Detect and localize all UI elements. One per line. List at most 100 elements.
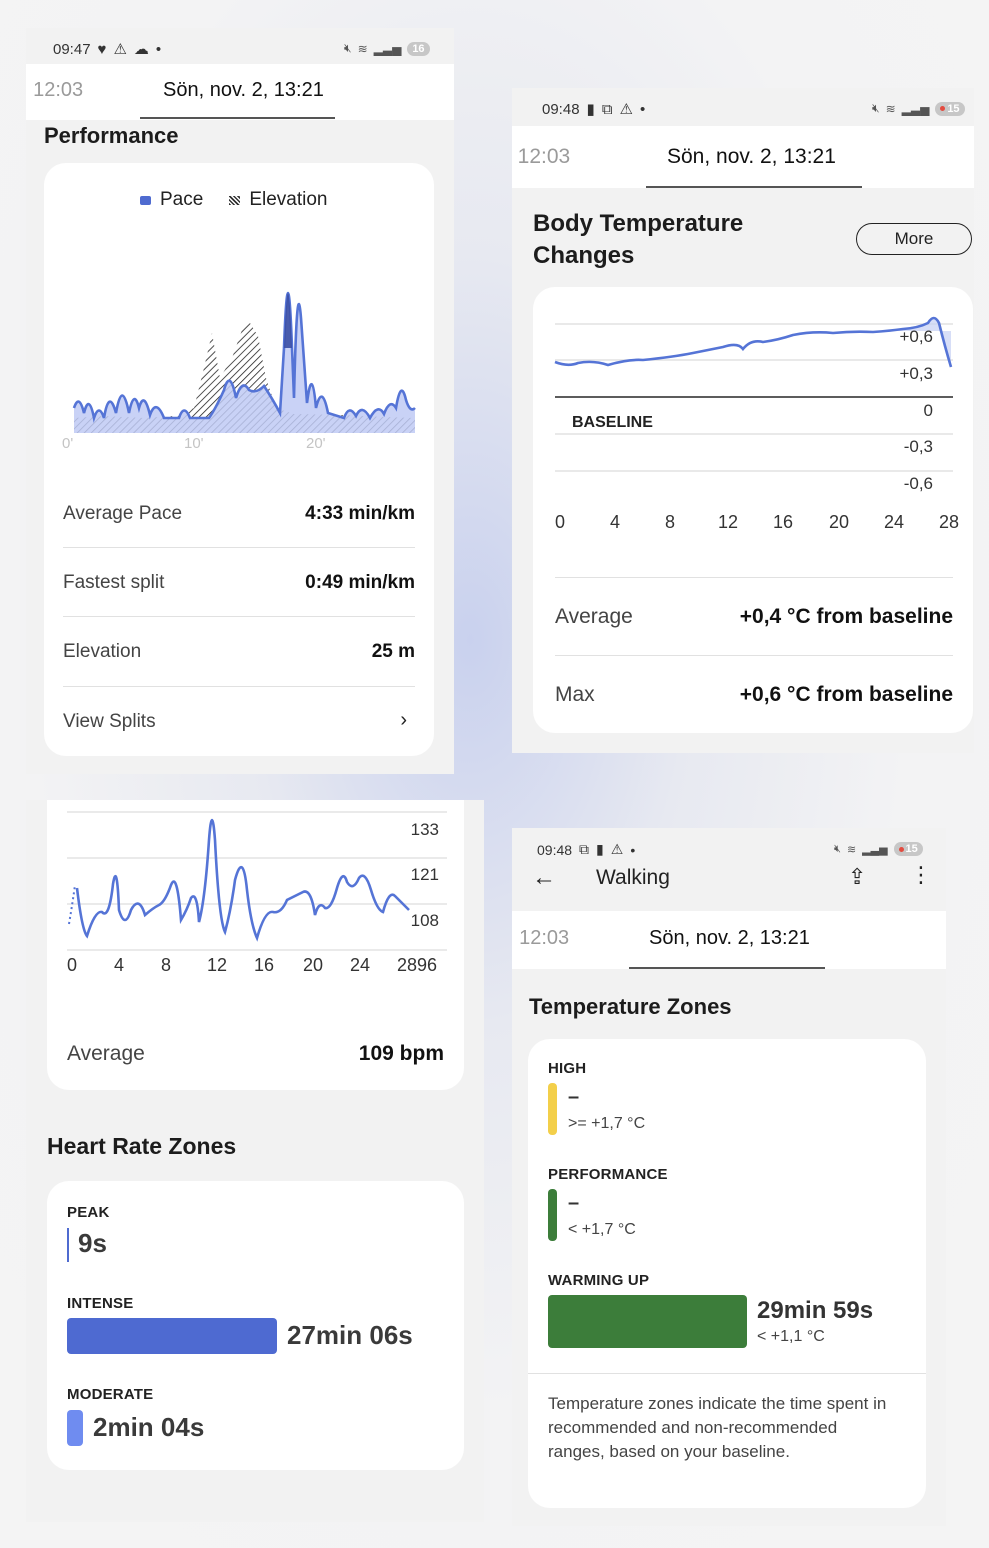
x-tick: 12 — [718, 512, 739, 532]
temperature-card: +0,6 +0,3 0 -0,3 -0,6 BASELINE 0 4 8 12 … — [533, 287, 973, 733]
mute-icon: 🔇︎ — [344, 41, 352, 55]
status-bar: 09:47 ♥ ⚠ ☁ • — [53, 40, 162, 59]
x-tick: 20 — [303, 955, 324, 975]
y-tick-108: 108 — [410, 911, 439, 930]
y-tick-minus-0-6: -0,6 — [903, 474, 933, 493]
y-tick-121: 121 — [410, 865, 439, 884]
dot-icon: • — [630, 841, 636, 858]
pace-area — [74, 293, 415, 433]
section-title: Performance — [44, 123, 179, 148]
max-value: +0,6 °C from baseline — [739, 683, 953, 706]
x-tick: 24 — [884, 512, 905, 532]
signal-icon: ▂▃▅ — [862, 843, 888, 856]
zone-moderate-bar — [67, 1410, 83, 1446]
status-icons: 🔇︎ ≋ ▂▃▅ 15 — [872, 101, 965, 116]
share-icon[interactable]: ⇪ — [848, 864, 867, 889]
zone-moderate-label: MODERATE — [67, 1386, 154, 1403]
zone-intense-value: 27min 06s — [287, 1320, 413, 1350]
warning-icon: ⚠ — [610, 841, 624, 857]
legend-elevation-label: Elevation — [249, 189, 328, 210]
y-tick-133: 133 — [410, 820, 439, 839]
x-tick: 20 — [829, 512, 850, 532]
x-tick: 8 — [665, 512, 676, 532]
battery-saver-icon: ▮ — [596, 841, 604, 857]
y-tick-plus-0-3: +0,3 — [899, 364, 933, 383]
screenshot-icon: ⧉ — [579, 841, 590, 857]
x-tick: 4 — [114, 955, 125, 975]
signal-icon: ▂▃▅ — [373, 41, 402, 56]
average-label: Average — [67, 1042, 145, 1065]
y-tick-zero: 0 — [923, 401, 933, 420]
section-title: Temperature Zones — [529, 994, 732, 1019]
zone-peak-value: 9s — [78, 1228, 107, 1258]
zone-performance-marker — [548, 1189, 557, 1241]
back-arrow-icon[interactable]: ← — [532, 864, 556, 891]
title-line-2: Changes — [533, 242, 635, 269]
divider — [555, 577, 953, 578]
pace-peak — [284, 293, 292, 348]
dot-icon: • — [155, 40, 162, 58]
view-splits-label: View Splits — [63, 711, 156, 732]
status-time: 09:48 — [542, 100, 580, 118]
divider — [63, 616, 415, 617]
battery-indicator: 16 — [407, 41, 430, 56]
more-options-icon[interactable]: ⋮ — [910, 862, 932, 887]
heart-icon: ♥ — [97, 40, 107, 58]
elevation-label: Elevation — [63, 641, 142, 662]
zone-performance-range: < +1,7 °C — [568, 1221, 636, 1238]
temperature-chart — [554, 316, 953, 472]
x-tick: 28 — [397, 955, 418, 975]
pace-swatch-icon — [140, 196, 151, 205]
performance-screen: 09:47 ♥ ⚠ ☁ • 🔇︎ ≋ ▂▃▅ 16 , 12:03 Sön, n… — [26, 28, 454, 774]
x-tick: 0 — [555, 512, 566, 532]
zone-peak-bar — [67, 1228, 69, 1262]
status-time: 09:47 — [53, 40, 91, 58]
status-time: 09:48 — [537, 841, 573, 858]
tab-previous-session[interactable]: , 12:03 — [512, 145, 571, 168]
zone-performance-label: PERFORMANCE — [548, 1166, 668, 1183]
warning-icon: ⚠ — [113, 41, 127, 58]
zones-explanation: Temperature zones indicate the time spen… — [548, 1394, 887, 1461]
wifi-icon: ≋ — [885, 101, 896, 116]
temperature-zones-screen: 09:48 ⧉ ▮ ⚠ • 🔇︎ ≋ ▂▃▅ 15 ← Walking ⇪ ⋮ … — [512, 828, 946, 1526]
zone-performance-value: – — [568, 1192, 580, 1214]
screenshot-icon: ⧉ — [601, 100, 613, 118]
status-icons: 🔇︎ ≋ ▂▃▅ 16 — [344, 41, 430, 56]
tab-current-session[interactable]: Sön, nov. 2, 13:21 — [667, 145, 836, 168]
zone-peak-label: PEAK — [67, 1204, 110, 1221]
mute-icon: 🔇︎ — [834, 842, 841, 855]
view-splits-row[interactable]: View Splits › — [63, 697, 415, 745]
baseline-label: BASELINE — [572, 414, 653, 431]
average-value: 109 bpm — [358, 1042, 444, 1065]
x-tick: 24 — [350, 955, 371, 975]
x-tick: 28 — [939, 512, 960, 532]
zone-intense-bar — [67, 1318, 277, 1354]
zone-high-marker — [548, 1083, 557, 1135]
x-tick-10: 10' — [184, 435, 204, 452]
zone-high-value: – — [568, 1086, 580, 1108]
wifi-icon: ≋ — [357, 41, 368, 56]
x-tick: 16 — [254, 955, 275, 975]
more-button[interactable]: More — [856, 223, 972, 255]
tab-current-session[interactable]: Sön, nov. 2, 13:21 — [649, 927, 810, 949]
heart-rate-screen: 133 121 108 0 4 8 12 16 20 24 28 96 Aver… — [26, 800, 484, 1522]
tab-previous-session[interactable]: , 12:03 — [26, 79, 84, 101]
tab-previous-session[interactable]: , 12:03 — [512, 927, 570, 949]
divider — [63, 547, 415, 548]
zone-warming-up-bar — [548, 1295, 747, 1348]
dot-icon: • — [639, 100, 646, 118]
heart-rate-chart — [67, 811, 447, 951]
warning-icon: ⚠ — [619, 101, 633, 118]
battery-indicator: 15 — [893, 842, 923, 856]
active-tab-indicator — [646, 186, 862, 188]
date-tabs: , 12:03 Sön, nov. 2, 13:21 — [512, 126, 974, 188]
active-tab-indicator — [629, 967, 825, 969]
chart-legend: Pace Elevation — [140, 189, 327, 211]
tab-current-session[interactable]: Sön, nov. 2, 13:21 — [163, 79, 324, 101]
heart-rate-dotted-start — [68, 884, 76, 925]
zone-warming-up-range: < +1,1 °C — [757, 1328, 825, 1345]
app-title: Walking — [596, 866, 670, 889]
divider — [63, 686, 415, 687]
y-tick-minus-0-3: -0,3 — [903, 437, 933, 456]
x-tick-20: 20' — [306, 435, 326, 452]
